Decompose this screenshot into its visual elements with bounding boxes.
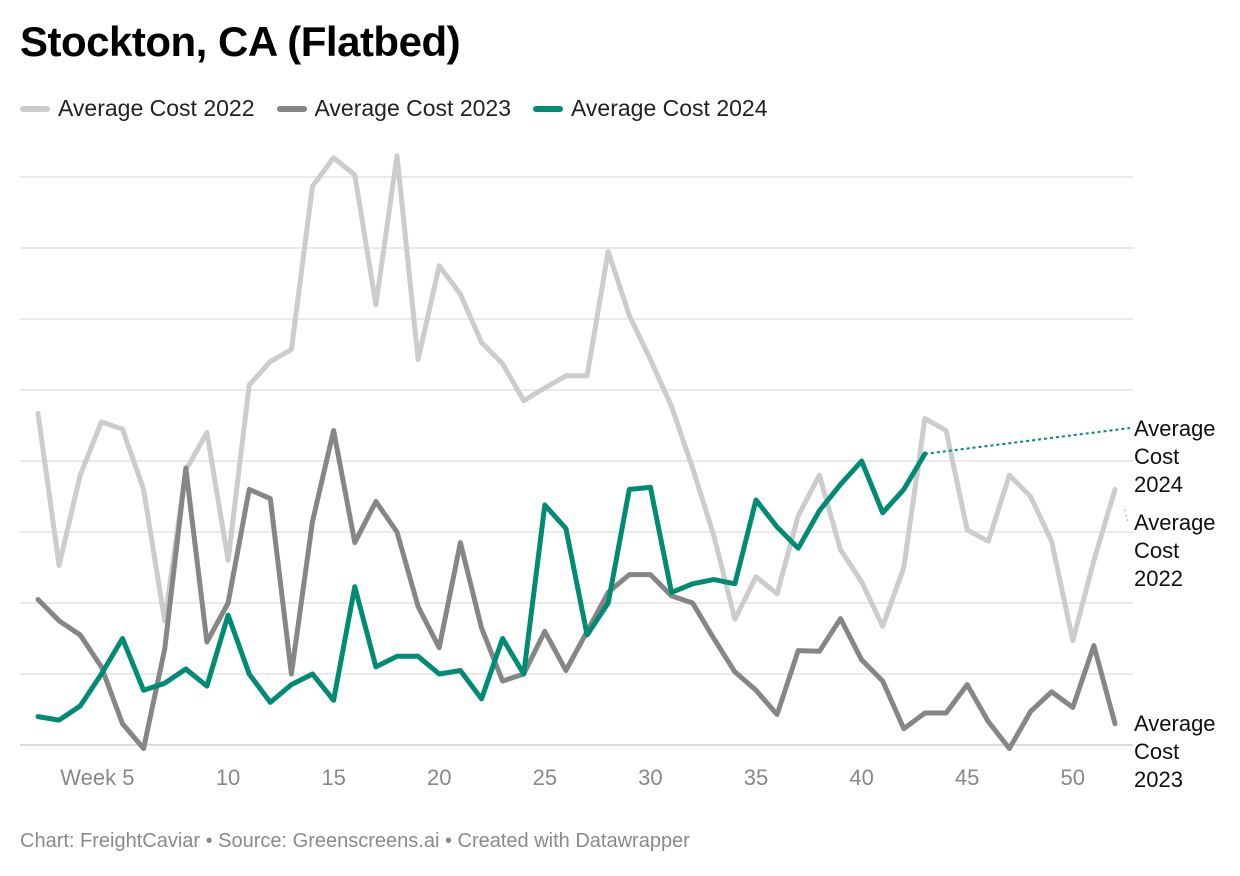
- label-line: 2024: [1134, 472, 1183, 497]
- label-line: Cost: [1134, 444, 1179, 469]
- label-line: 2022: [1134, 566, 1183, 591]
- label-line: Average: [1134, 711, 1216, 736]
- label-line: Cost: [1134, 739, 1179, 764]
- label-connector-2022: [1124, 509, 1129, 524]
- x-tick-label: 10: [216, 765, 240, 790]
- label-line: 2023: [1134, 767, 1183, 792]
- chart-footer: Chart: FreightCaviar • Source: Greenscre…: [20, 830, 690, 852]
- x-tick-label: 25: [533, 765, 557, 790]
- series-end-label-2024: Average Cost 2024: [1134, 416, 1216, 497]
- legend-swatch-2023: [276, 105, 307, 112]
- series-line-2022: [35, 153, 1118, 644]
- x-tick-label: 40: [849, 765, 873, 790]
- legend-swatch-2022: [20, 105, 50, 112]
- label-line: Average: [1134, 416, 1216, 441]
- legend-swatch-2024: [533, 105, 563, 112]
- x-tick-label: 45: [955, 765, 979, 790]
- x-tick-label: 20: [427, 765, 451, 790]
- x-tick-label: 50: [1061, 765, 1085, 790]
- legend-label-2022: Average Cost 2022: [58, 95, 255, 121]
- label-line: Average: [1134, 510, 1216, 535]
- series-end-label-2023: Average Cost 2023: [1134, 711, 1216, 792]
- x-tick-label: 15: [321, 765, 345, 790]
- x-tick-label: 30: [638, 765, 662, 790]
- series-line-2024: [35, 451, 928, 723]
- legend-item-2024: Average Cost 2024: [533, 95, 768, 122]
- legend-label-2023: Average Cost 2023: [314, 95, 512, 121]
- legend-label-2024: Average Cost 2024: [571, 95, 768, 121]
- label-line: Cost: [1134, 538, 1179, 563]
- x-tick-label: Week 5: [60, 765, 134, 790]
- legend: Average Cost 2022 Average Cost 2023 Aver…: [20, 95, 768, 122]
- x-tick-label: 35: [744, 765, 768, 790]
- chart-title: Stockton, CA (Flatbed): [20, 18, 461, 65]
- legend-item-2023: Average Cost 2023: [276, 95, 512, 122]
- legend-item-2022: Average Cost 2022: [20, 95, 255, 122]
- label-connector-2024: [924, 427, 1131, 455]
- series-end-label-2022: Average Cost 2022: [1134, 510, 1216, 591]
- series-line-2023: [35, 428, 1118, 751]
